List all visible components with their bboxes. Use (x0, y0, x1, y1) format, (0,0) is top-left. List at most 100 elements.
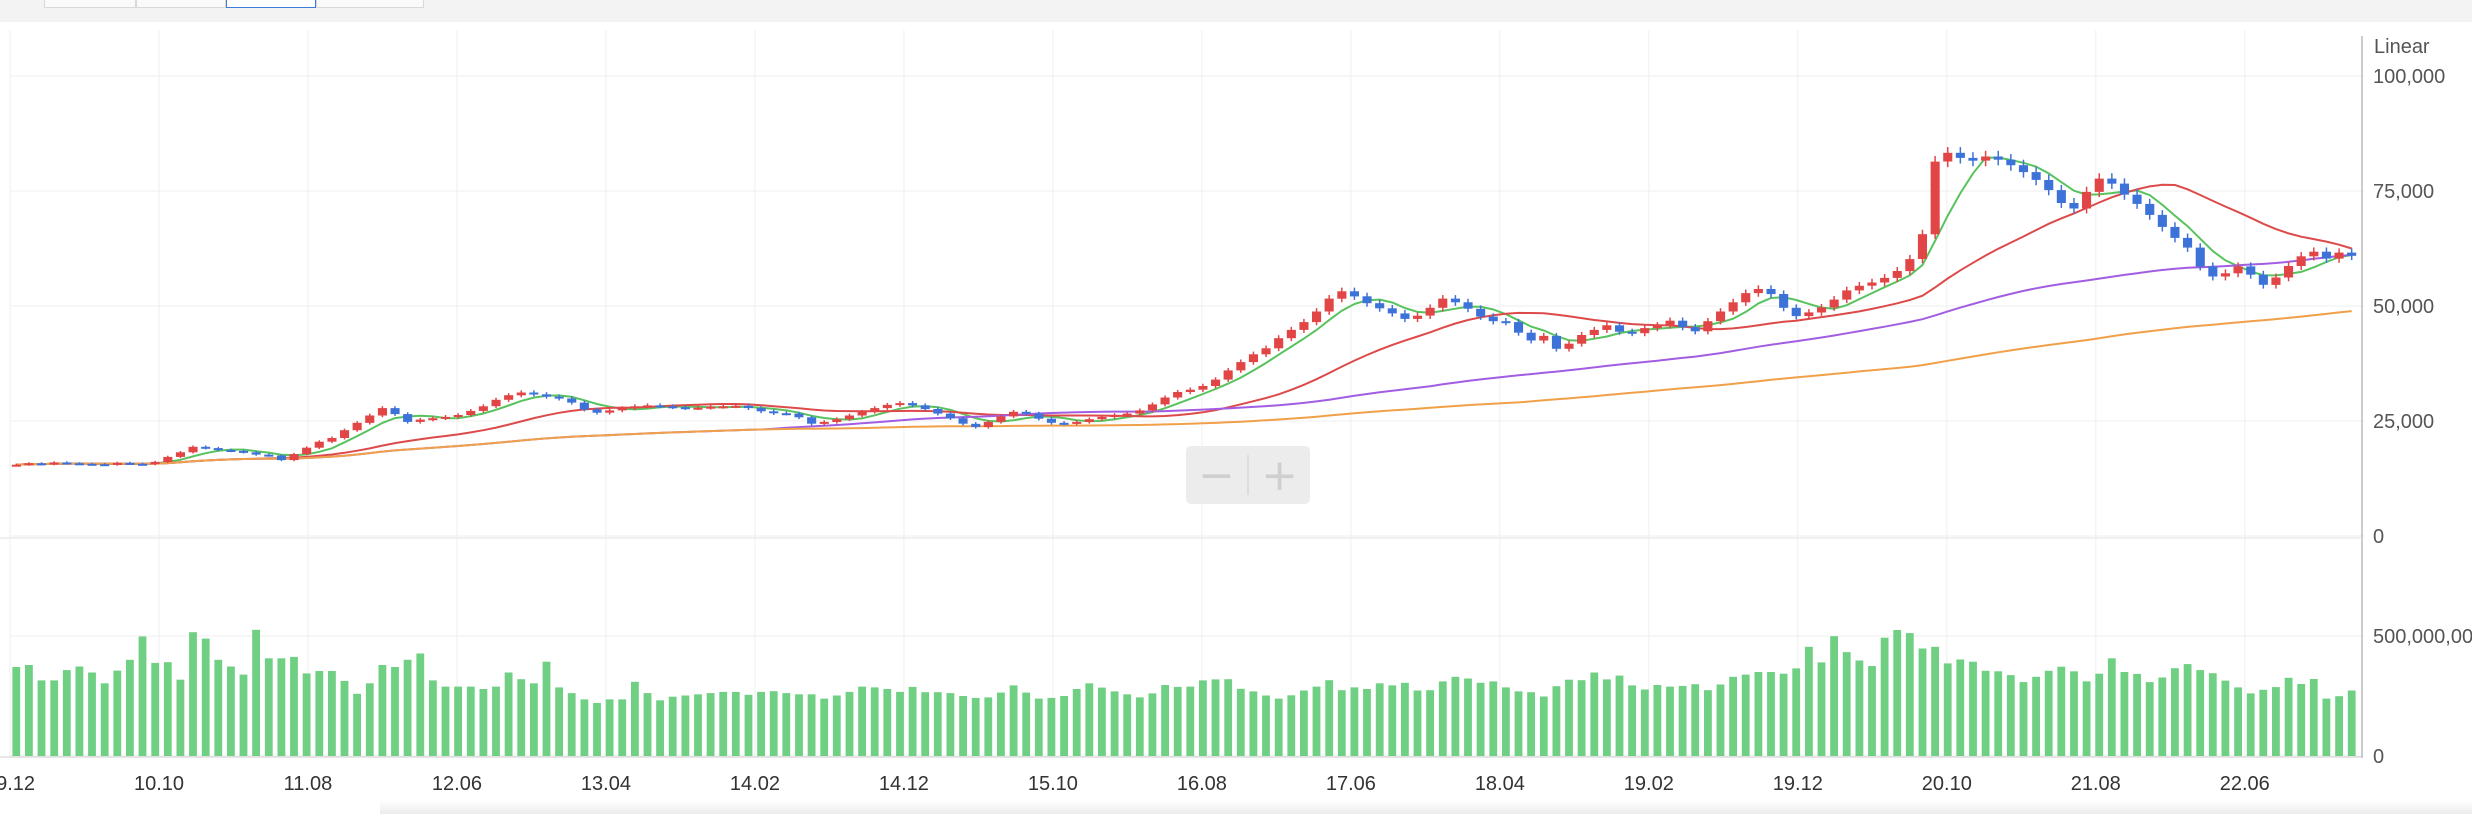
candle-body (1817, 307, 1827, 313)
candle-body (1665, 320, 1675, 326)
time-tick-label: 18.04 (1475, 773, 1525, 795)
candle-body (1160, 397, 1170, 405)
volume-bar (2259, 689, 2268, 756)
volume-bar (12, 667, 21, 756)
volume-bar (1262, 695, 1270, 756)
volume-bar (315, 671, 324, 756)
time-tick-label: 14.12 (879, 773, 929, 795)
bottom-shadow (380, 800, 2472, 814)
candle-body (756, 408, 766, 412)
volume-bar (694, 694, 702, 756)
volume-bar (2284, 677, 2293, 756)
candle-body (504, 395, 514, 400)
chart-grid (9, 30, 2364, 757)
time-tick-label: 13.04 (581, 773, 631, 795)
volume-bar (25, 665, 33, 756)
volume-bar (2272, 687, 2280, 756)
zoom-out-button[interactable]: − (1186, 446, 1247, 504)
volume-bar (845, 691, 854, 756)
volume-bar (1994, 671, 2003, 756)
candle-body (1589, 329, 1599, 335)
volume-bar (403, 659, 412, 756)
candle-body (1842, 290, 1852, 300)
volume-bar (1754, 672, 1763, 756)
volume-bar (1893, 630, 1902, 756)
candle-body (1804, 312, 1814, 317)
candle-body (1236, 362, 1246, 371)
volume-bar (757, 691, 765, 756)
volume-bar (731, 691, 740, 756)
volume-bar (2095, 673, 2104, 756)
volume-bar (1842, 652, 1851, 756)
moving-average-line (16, 183, 2352, 466)
minus-icon: − (1198, 449, 1235, 501)
volume-bar (1224, 679, 1233, 756)
candle-body (1779, 294, 1789, 308)
scale-mode-label[interactable]: Linear (2374, 36, 2430, 58)
volume-bar (1123, 694, 1132, 756)
time-tick-label: 16.08 (1177, 773, 1227, 795)
candle-body (327, 438, 337, 442)
candle-body (441, 416, 451, 419)
candle-body (1349, 291, 1359, 297)
volume-bar (138, 636, 147, 756)
volume-bar (1830, 636, 1838, 756)
time-tick-label: 19.12 (1773, 773, 1823, 795)
time-tick-label: 21.08 (2071, 773, 2121, 795)
candle-body (605, 410, 615, 413)
candle-body (2334, 252, 2344, 259)
range-button-2[interactable] (136, 0, 226, 8)
candle-body (251, 452, 261, 455)
candle-body (832, 419, 842, 422)
candle-body (1084, 419, 1094, 422)
candle-body (1072, 421, 1082, 424)
volume-bar (62, 670, 71, 756)
volume-bar (1666, 686, 1674, 756)
volume-bar (2322, 698, 2331, 756)
volume-bar (858, 686, 866, 756)
range-button-1[interactable] (44, 0, 136, 8)
volume-bar (1767, 672, 1775, 756)
candle-body (1223, 370, 1233, 380)
volume-bar (1792, 668, 1801, 756)
volume-bar (50, 680, 59, 756)
candle-body (340, 430, 350, 438)
candle-body (2006, 159, 2016, 166)
volume-bar (1249, 691, 1258, 756)
volume-bar (896, 691, 904, 756)
volume-bar (2234, 687, 2242, 756)
candle-body (718, 406, 728, 409)
volume-bar (1186, 686, 1195, 756)
candle-body (529, 392, 539, 395)
volume-bar (2019, 682, 2028, 756)
volume-bar (2208, 673, 2217, 756)
range-button-3[interactable] (226, 0, 316, 8)
volume-bar (2107, 658, 2116, 756)
candle-body (1829, 299, 1839, 308)
price-tick-label: 0 (2373, 526, 2384, 548)
time-tick-label: 12.06 (432, 773, 482, 795)
candle-body (1312, 311, 1322, 323)
candle-body (668, 406, 678, 409)
volume-bar (631, 681, 639, 756)
price-tick-label: 100,000 (2373, 66, 2445, 88)
volume-bar (201, 638, 210, 756)
volume-bar (580, 699, 589, 756)
candle-body (1046, 418, 1056, 423)
volume-bar (466, 686, 475, 756)
volume-bar (252, 629, 260, 756)
candle-body (1425, 307, 1435, 316)
volume-bar (1060, 696, 1068, 756)
volume-bar (2335, 696, 2343, 756)
zoom-in-button[interactable]: + (1249, 446, 1310, 504)
range-button-4[interactable] (316, 0, 424, 8)
volume-bar (1678, 685, 1687, 756)
volume-bar (681, 695, 690, 756)
candle-body (1337, 291, 1347, 299)
volume-bar (88, 672, 96, 756)
chart-toolbar (0, 0, 2472, 22)
candle-body (2258, 274, 2268, 285)
candle-body (2170, 226, 2180, 238)
volume-bar (2297, 684, 2306, 756)
candle-body (390, 408, 400, 415)
